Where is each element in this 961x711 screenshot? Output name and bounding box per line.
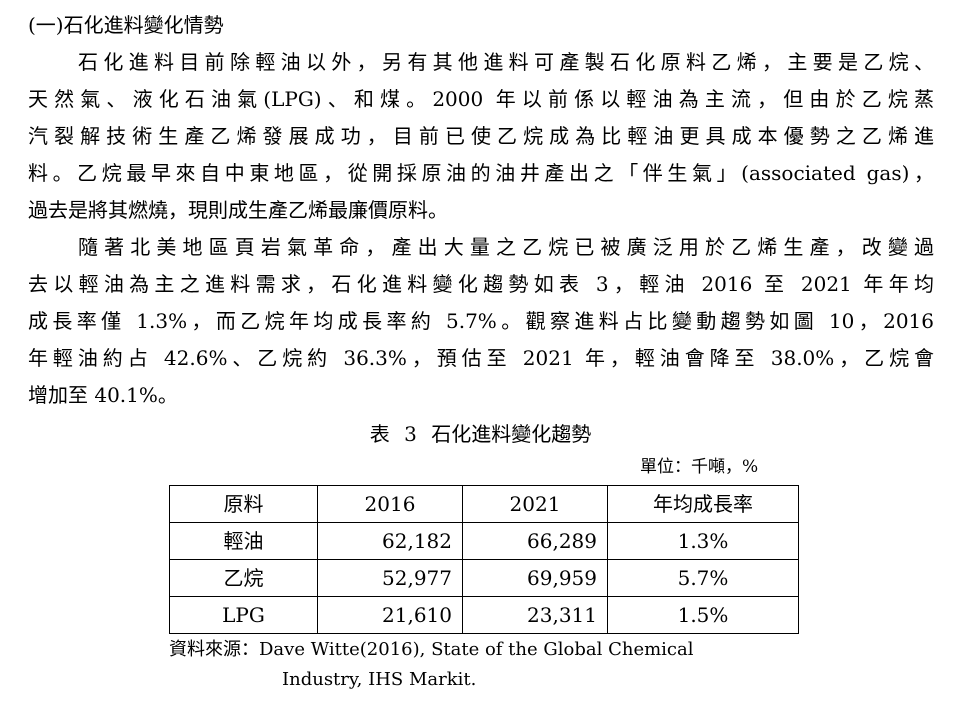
paragraph-feedstock-overview: 石化進料目前除輕油以外，另有其他進料可產製石化原料乙烯，主要是乙烷、 天然氣、液… (28, 44, 934, 229)
header-growth-rate: 年均成長率 (607, 485, 799, 523)
header-2021: 2021 (462, 485, 608, 523)
table-title: 表 3 石化進料變化趨勢 (369, 422, 592, 446)
cell-2016: 62,182 (317, 522, 463, 560)
cell-feedstock: 輕油 (169, 522, 318, 560)
source-line: 資料來源：Dave Witte(2016), State of the Glob… (169, 639, 694, 660)
paragraph-line: 天然氣、液化石油氣(LPG)、和煤。2000 年以前係以輕油為主流，但由於乙烷蒸 (28, 87, 934, 111)
cell-2021: 69,959 (462, 559, 608, 597)
paragraph-line: 石化進料目前除輕油以外，另有其他進料可產製石化原料乙烯，主要是乙烷、 (78, 50, 934, 74)
cell-2021: 66,289 (462, 522, 608, 560)
feedstock-table: 原料 2016 2021 年均成長率 輕油 62,182 66,289 1.3%… (169, 485, 799, 634)
cell-growth-rate: 1.5% (607, 596, 799, 634)
cell-2016: 52,977 (317, 559, 463, 597)
table-header-row: 原料 2016 2021 年均成長率 (169, 485, 799, 523)
paragraph-line: 成長率僅 1.3%，而乙烷年均成長率約 5.7%。觀察進料占比變動趨勢如圖 10… (28, 309, 934, 333)
header-2016: 2016 (317, 485, 463, 523)
table-source-note: 資料來源：Dave Witte(2016), State of the Glob… (169, 635, 694, 695)
table-row: 乙烷 52,977 69,959 5.7% (169, 559, 799, 597)
paragraph-line: 過去是將其燃燒，現則成生產乙烯最廉價原料。 (28, 198, 448, 222)
paragraph-shale-gas: 隨著北美地區頁岩氣革命，產出大量之乙烷已被廣泛用於乙烯生產，改變過 去以輕油為主… (28, 229, 934, 414)
paragraph-line: 增加至 40.1%。 (28, 383, 178, 407)
cell-growth-rate: 1.3% (607, 522, 799, 560)
cell-2016: 21,610 (317, 596, 463, 634)
cell-feedstock: 乙烷 (169, 559, 318, 597)
paragraph-line: 隨著北美地區頁岩氣革命，產出大量之乙烷已被廣泛用於乙烯生產，改變過 (78, 235, 934, 259)
paragraph-line: 去以輕油為主之進料需求，石化進料變化趨勢如表 3，輕油 2016 至 2021 … (28, 272, 934, 296)
cell-growth-rate: 5.7% (607, 559, 799, 597)
section-heading: (一)石化進料變化情勢 (28, 13, 224, 37)
table-row: 輕油 62,182 66,289 1.3% (169, 522, 799, 560)
cell-2021: 23,311 (462, 596, 608, 634)
paragraph-line: 年輕油約占 42.6%、乙烷約 36.3%，預估至 2021 年，輕油會降至 3… (28, 346, 934, 370)
header-feedstock: 原料 (169, 485, 318, 523)
cell-feedstock: LPG (169, 596, 318, 634)
source-line: Industry, IHS Markit. (282, 669, 477, 690)
paragraph-line: 料。乙烷最早來自中東地區，從開採原油的油井產出之「伴生氣」(associated… (28, 161, 934, 185)
table-row: LPG 21,610 23,311 1.5% (169, 596, 799, 634)
table-unit: 單位：千噸，% (640, 457, 759, 477)
paragraph-line: 汽裂解技術生產乙烯發展成功，目前已使乙烷成為比輕油更具成本優勢之乙烯進 (28, 124, 934, 148)
